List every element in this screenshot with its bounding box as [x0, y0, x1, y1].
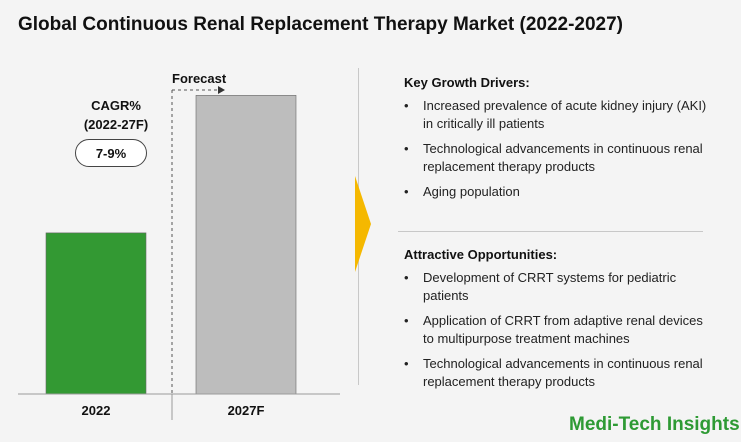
list-item-text: Application of CRRT from adaptive renal …	[423, 313, 703, 346]
list-item-text: Technological advancements in continuous…	[423, 356, 703, 389]
chevron-right-icon	[355, 176, 371, 272]
bullet-icon: •	[404, 270, 409, 285]
list-item-text: Increased prevalence of acute kidney inj…	[423, 98, 707, 131]
list-item-text: Technological advancements in continuous…	[423, 141, 703, 174]
opportunities-heading: Attractive Opportunities:	[404, 247, 558, 262]
page-title: Global Continuous Renal Replacement Ther…	[18, 14, 624, 35]
list-item: • Aging population	[404, 183, 714, 201]
list-item: • Increased prevalence of acute kidney in…	[404, 97, 714, 133]
list-item-text: Aging population	[423, 184, 520, 199]
list-item-text: Development of CRRT systems for pediatri…	[423, 270, 677, 303]
x-tick-label: 2022	[82, 403, 111, 418]
opportunities-list: • Development of CRRT systems for pediatr…	[404, 269, 714, 391]
horizontal-divider	[398, 231, 703, 232]
x-tick-label: 2027F	[228, 403, 265, 418]
list-item: • Technological advancements in continuou…	[404, 140, 714, 176]
list-item: • Application of CRRT from adaptive renal…	[404, 312, 714, 348]
cagr-title-line1: CAGR%	[91, 98, 141, 113]
bullet-icon: •	[404, 141, 409, 156]
bullet-icon: •	[404, 98, 409, 113]
bullet-icon: •	[404, 313, 409, 328]
cagr-value-badge: 7-9%	[75, 139, 147, 167]
bullet-icon: •	[404, 184, 409, 199]
bullet-icon: •	[404, 356, 409, 371]
list-item: • Technological advancements in continuou…	[404, 355, 714, 391]
forecast-arrow-head	[218, 86, 225, 94]
cagr-title-line2: (2022-27F)	[83, 117, 149, 132]
growth-drivers-heading: Key Growth Drivers:	[404, 75, 530, 90]
list-item: • Development of CRRT systems for pediatr…	[404, 269, 714, 305]
brand-logo-text: Medi-Tech Insights	[569, 414, 740, 435]
cagr-title: CAGR% (2022-27F)	[60, 96, 172, 134]
bar-2027f	[195, 95, 297, 395]
bar-chart: 2022 2027F	[18, 86, 340, 420]
opportunities-panel: Attractive Opportunities: • Development o…	[404, 247, 714, 398]
forecast-label: Forecast	[172, 71, 227, 86]
growth-drivers-list: • Increased prevalence of acute kidney in…	[404, 97, 714, 201]
growth-drivers-panel: Key Growth Drivers: • Increased prevalenc…	[404, 75, 714, 208]
bar-2022	[45, 232, 147, 395]
